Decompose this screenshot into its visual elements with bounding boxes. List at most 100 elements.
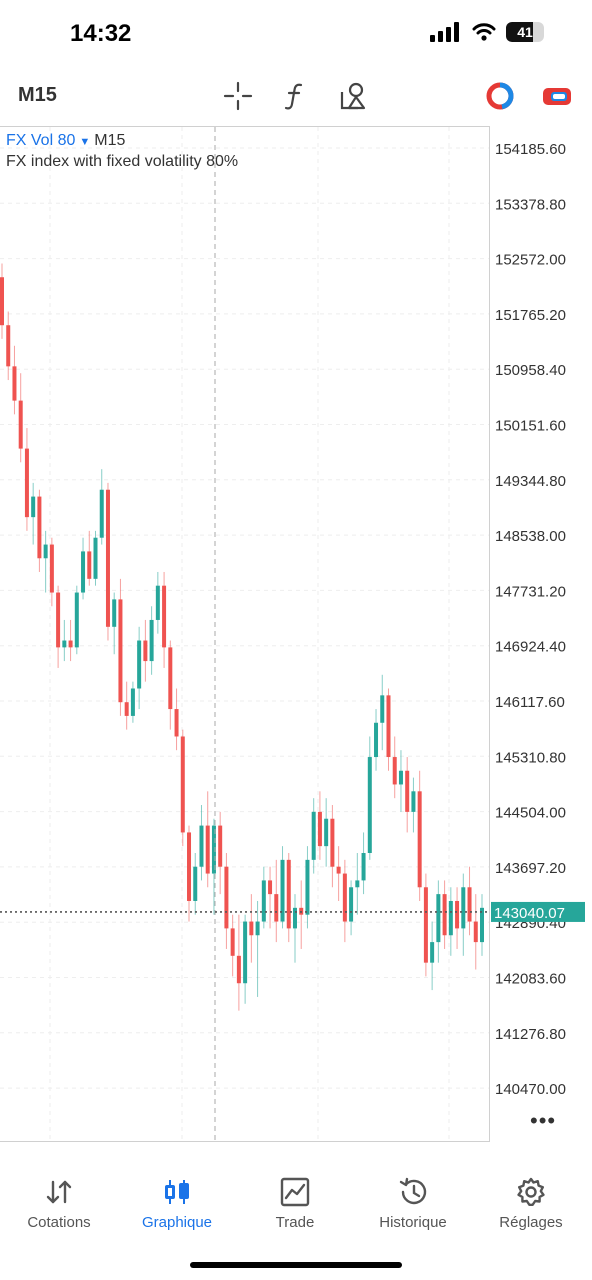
candle-body xyxy=(305,859,310,915)
tab-trade[interactable]: Trade xyxy=(236,1166,354,1231)
tab-reglages[interactable]: Réglages xyxy=(472,1166,590,1231)
candle xyxy=(174,688,179,751)
tab-label: Graphique xyxy=(141,1214,213,1231)
account-toggle-icon[interactable] xyxy=(541,80,573,112)
candle-body xyxy=(124,702,129,716)
candle xyxy=(149,606,154,675)
y-tick-label: 144504.00 xyxy=(495,805,566,822)
function-icon[interactable] xyxy=(280,80,312,112)
price-chart[interactable]: 154185.60 153378.80 152572.00 151765.20 1509… xyxy=(0,126,592,1144)
candle xyxy=(137,626,142,710)
candle-body xyxy=(448,900,453,936)
candle-body xyxy=(0,277,4,326)
candle-body xyxy=(330,818,335,867)
symbol-header[interactable]: FX Vol 80 ▼ M15 xyxy=(6,132,125,150)
candle-body xyxy=(168,647,173,710)
candle-body xyxy=(261,880,266,922)
chevron-down-icon[interactable]: ▼ xyxy=(79,136,91,148)
candle xyxy=(386,688,391,771)
candle xyxy=(130,681,135,723)
crosshair-icon[interactable] xyxy=(222,80,254,112)
candle-body xyxy=(31,496,36,518)
y-tick-label: 146117.60 xyxy=(495,694,565,711)
candle xyxy=(324,798,329,867)
candle xyxy=(243,914,248,1004)
history-icon xyxy=(399,1177,427,1205)
candle-body xyxy=(243,921,248,984)
candle-body xyxy=(467,887,472,922)
candle xyxy=(224,852,229,949)
candle xyxy=(311,798,316,874)
candle xyxy=(268,866,273,929)
candle-body xyxy=(193,866,198,901)
candle-body xyxy=(473,921,478,943)
symbol-name[interactable]: FX Vol 80 xyxy=(6,132,76,149)
candle xyxy=(0,263,4,339)
candle xyxy=(417,770,422,901)
candle xyxy=(448,887,453,956)
status-time: 14:32 xyxy=(70,20,132,47)
candle xyxy=(274,859,279,943)
candle xyxy=(81,537,86,600)
y-tick-label: 142083.60 xyxy=(495,971,566,988)
home-indicator xyxy=(190,1262,402,1268)
candle-body xyxy=(118,599,123,703)
candle xyxy=(317,791,322,860)
candle xyxy=(398,750,403,812)
y-tick-label: 148538.00 xyxy=(495,528,566,545)
status-icons: 41 xyxy=(430,22,544,42)
candle-body xyxy=(236,955,241,984)
candle-body xyxy=(199,825,204,867)
more-icon[interactable]: ••• xyxy=(530,1108,557,1133)
tab-cotations[interactable]: Cotations xyxy=(0,1166,118,1231)
candle xyxy=(249,894,254,963)
candle-body xyxy=(430,942,435,963)
y-tick-label: 140470.00 xyxy=(495,1081,566,1098)
tab-graphique[interactable]: Graphique xyxy=(118,1166,236,1231)
candle xyxy=(361,832,366,895)
candle-body xyxy=(230,928,235,956)
candle xyxy=(205,791,210,888)
candle-body xyxy=(367,757,372,853)
timeframe-button[interactable]: M15 xyxy=(18,84,57,106)
current-price-badge xyxy=(491,901,585,922)
candle xyxy=(455,887,460,949)
y-tick-label: 152572.00 xyxy=(495,252,566,269)
tab-historique[interactable]: Historique xyxy=(354,1166,472,1231)
candle-body xyxy=(423,887,428,963)
candle xyxy=(423,873,428,977)
candle-body xyxy=(392,757,397,785)
candle-body xyxy=(398,770,403,785)
candle xyxy=(56,585,61,668)
bottom-tab-bar: Cotations Graphique Trade Historique xyxy=(0,1166,592,1246)
candle-body xyxy=(149,619,154,662)
candle-body xyxy=(224,866,229,929)
candle-body xyxy=(274,894,279,922)
current-price-label: 143040.07 xyxy=(494,905,565,922)
tab-label: Cotations xyxy=(27,1214,91,1231)
candle xyxy=(442,880,447,949)
objects-icon[interactable] xyxy=(338,80,370,112)
candle xyxy=(199,805,204,881)
candle-body xyxy=(56,592,61,648)
candle xyxy=(31,482,36,545)
y-tick-label: 154185.60 xyxy=(495,141,566,158)
y-tick-label: 151765.20 xyxy=(495,307,566,324)
color-circle-icon[interactable] xyxy=(484,80,516,112)
candle-body xyxy=(87,551,92,579)
candle-body xyxy=(143,640,148,662)
candle xyxy=(93,530,98,586)
candle xyxy=(286,852,291,943)
candle-body xyxy=(155,585,160,620)
battery-icon: 41 xyxy=(506,22,544,42)
candle xyxy=(124,681,129,730)
arrows-up-down-icon xyxy=(46,1180,72,1204)
candle xyxy=(330,805,335,888)
candle-body xyxy=(355,880,360,888)
candle xyxy=(392,736,397,799)
candle xyxy=(18,373,23,463)
candle xyxy=(255,900,260,997)
symbol-description: FX index with fixed volatility 80% xyxy=(6,153,239,170)
candle-body xyxy=(174,709,179,737)
candle-body xyxy=(49,544,54,593)
